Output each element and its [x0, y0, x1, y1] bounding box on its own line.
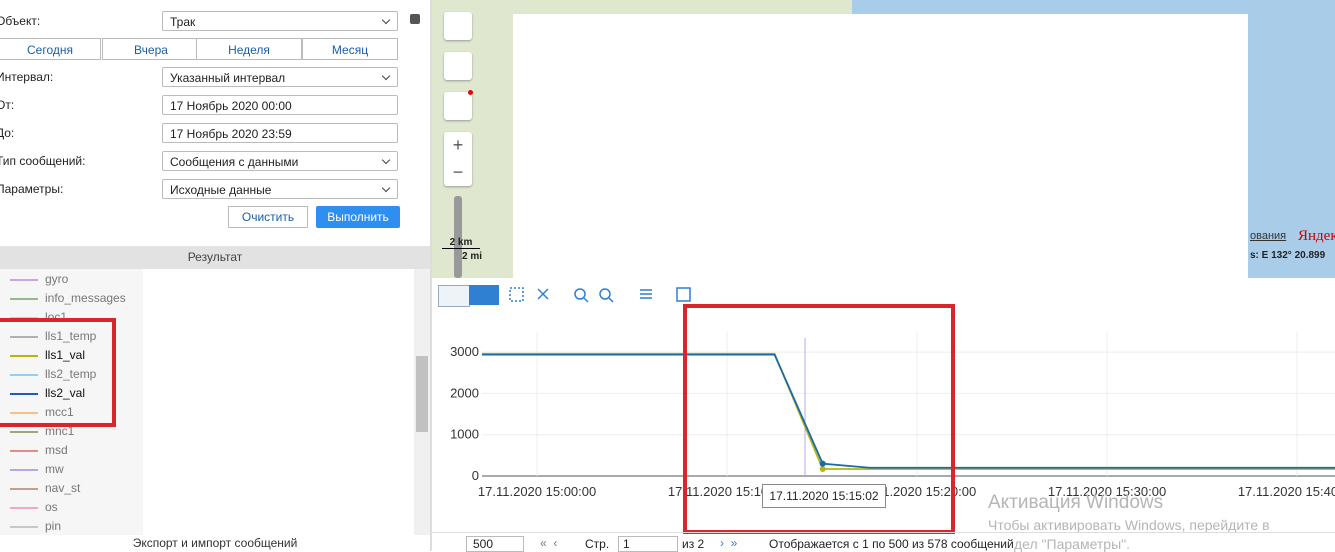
- results-header: Результат: [0, 246, 430, 269]
- page-input[interactable]: 1: [618, 536, 678, 552]
- x-tick-label: 17.11.2020 15:40:00: [1238, 484, 1335, 499]
- search-button[interactable]: [444, 12, 472, 40]
- params-list: gyro info_messages loc1 lls1_temp lls1_val ll…: [0, 269, 143, 535]
- param-name: info_messages: [45, 291, 126, 305]
- field-input[interactable]: 17 Ноябрь 2020 23:59: [162, 123, 398, 143]
- badge: [468, 90, 473, 95]
- scale-km: 2 km: [442, 237, 480, 249]
- param-item[interactable]: lls1_val: [10, 346, 85, 365]
- param-name: mw: [45, 462, 64, 476]
- attribution[interactable]: ования: [1250, 230, 1287, 242]
- param-item[interactable]: mcc1: [10, 403, 74, 422]
- param-item[interactable]: os: [10, 498, 58, 517]
- page-count: из 2: [682, 537, 705, 551]
- period-button[interactable]: Сегодня: [0, 38, 101, 60]
- param-name: lls1_temp: [45, 329, 97, 343]
- param-name: lls1_val: [45, 348, 86, 362]
- summary: Отображается с 1 по 500 из 578 сообщений: [769, 537, 1014, 551]
- page-size[interactable]: 500: [466, 536, 524, 552]
- field-input[interactable]: Указанный интервал: [162, 67, 398, 87]
- page-label: Стр.: [585, 537, 610, 551]
- pager: 500 « ‹ Стр. 1 из 2 › » Отображается с 1…: [432, 532, 1335, 552]
- param-item[interactable]: lls2_temp: [10, 365, 96, 384]
- period-button[interactable]: Неделя: [196, 38, 302, 60]
- field-input[interactable]: Сообщения с данными: [162, 151, 398, 171]
- field-label: До:: [0, 126, 15, 140]
- field-input[interactable]: Исходные данные: [162, 179, 398, 199]
- nav-prev[interactable]: « ‹: [540, 536, 558, 550]
- field-label: От:: [0, 98, 15, 112]
- x-tick-label: 17.11.2020 15:10:00: [668, 484, 786, 499]
- zoom-buttons[interactable]: + −: [444, 132, 472, 186]
- field-label: Параметры:: [0, 182, 64, 196]
- field-label: Тип сообщений:: [0, 154, 86, 168]
- param-item[interactable]: nav_st: [10, 479, 80, 498]
- watermark-title: Активация Windows: [988, 492, 1164, 513]
- highlight-point: [819, 460, 826, 467]
- param-item[interactable]: lls2_val: [10, 384, 85, 403]
- param-name: gyro: [45, 272, 69, 286]
- field-label: Интервал:: [0, 70, 54, 84]
- brand: Яндекс: [1298, 228, 1335, 244]
- chart-toolbar: [509, 287, 691, 303]
- layers-button[interactable]: [444, 92, 472, 120]
- param-item[interactable]: pin: [10, 517, 61, 535]
- y-tick-label: 3000: [450, 344, 479, 359]
- period-button[interactable]: Вчера: [102, 38, 200, 60]
- param-name: os: [45, 500, 58, 514]
- watermark-text: Чтобы активировать Windows, перейдите в: [988, 517, 1270, 533]
- run-button[interactable]: Выполнить: [316, 206, 400, 228]
- param-item[interactable]: mnc1: [10, 422, 74, 441]
- param-item[interactable]: info_messages: [10, 289, 126, 308]
- y-tick-label: 0: [472, 468, 479, 483]
- zoom-slider[interactable]: [454, 196, 462, 278]
- highlight-box: [0, 318, 116, 427]
- param-name: mcc1: [45, 405, 74, 419]
- param-item[interactable]: msd: [10, 441, 68, 460]
- clear-button[interactable]: Очистить: [228, 206, 308, 228]
- highlight-point: [819, 465, 826, 472]
- scale-mi: 2 mi: [461, 251, 482, 262]
- param-name: msd: [45, 443, 68, 457]
- x-tick-label: 17.11.2020 15:30:00: [1048, 484, 1166, 499]
- chart: 0 1000 2000 3000 17.11.2020 15:00:00 17.11.20…: [450, 331, 1335, 499]
- divider: [430, 0, 432, 551]
- param-name: lls2_val: [45, 386, 86, 400]
- eye-button[interactable]: [444, 52, 472, 80]
- y-tick-label: 2000: [450, 385, 479, 400]
- nav-next[interactable]: › »: [720, 536, 738, 550]
- param-name: mnc1: [45, 424, 75, 438]
- field-input[interactable]: 17 Ноябрь 2020 00:00: [162, 95, 398, 115]
- y-tick-label: 1000: [450, 427, 479, 442]
- param-name: lls2_temp: [45, 367, 97, 381]
- chart-view-button[interactable]: [469, 285, 499, 305]
- footer-link[interactable]: Экспорт и импорт сообщений: [132, 536, 298, 550]
- field-input[interactable]: Трак: [162, 11, 398, 31]
- param-name: nav_st: [45, 481, 81, 495]
- tooltip: 17.11.2020 15:15:02: [762, 484, 886, 508]
- coords: s: E 132° 20.899: [1250, 250, 1326, 261]
- x-tick-label: 17.11.2020 15:00:00: [478, 484, 596, 499]
- watermark-text: дел "Параметры".: [1014, 536, 1131, 552]
- scroll-thumb[interactable]: [416, 356, 428, 432]
- param-item[interactable]: lls1_temp: [10, 327, 96, 346]
- map: +− 2 km 2 mi ования Яндекс s: E 132° 20.…: [432, 0, 1335, 278]
- param-item[interactable]: gyro: [10, 270, 68, 289]
- x-tick-label: 17.11.2020 15:20:00: [858, 484, 976, 499]
- settings-icon[interactable]: [410, 14, 420, 24]
- param-item[interactable]: mw: [10, 460, 64, 479]
- field-label: Объект:: [0, 14, 41, 28]
- left-panel: Объект: Трак Интервал: Указанный интервал От…: [0, 0, 430, 551]
- period-button[interactable]: Месяц: [302, 38, 398, 60]
- map-overlay: [513, 14, 1248, 278]
- param-name: pin: [45, 519, 62, 533]
